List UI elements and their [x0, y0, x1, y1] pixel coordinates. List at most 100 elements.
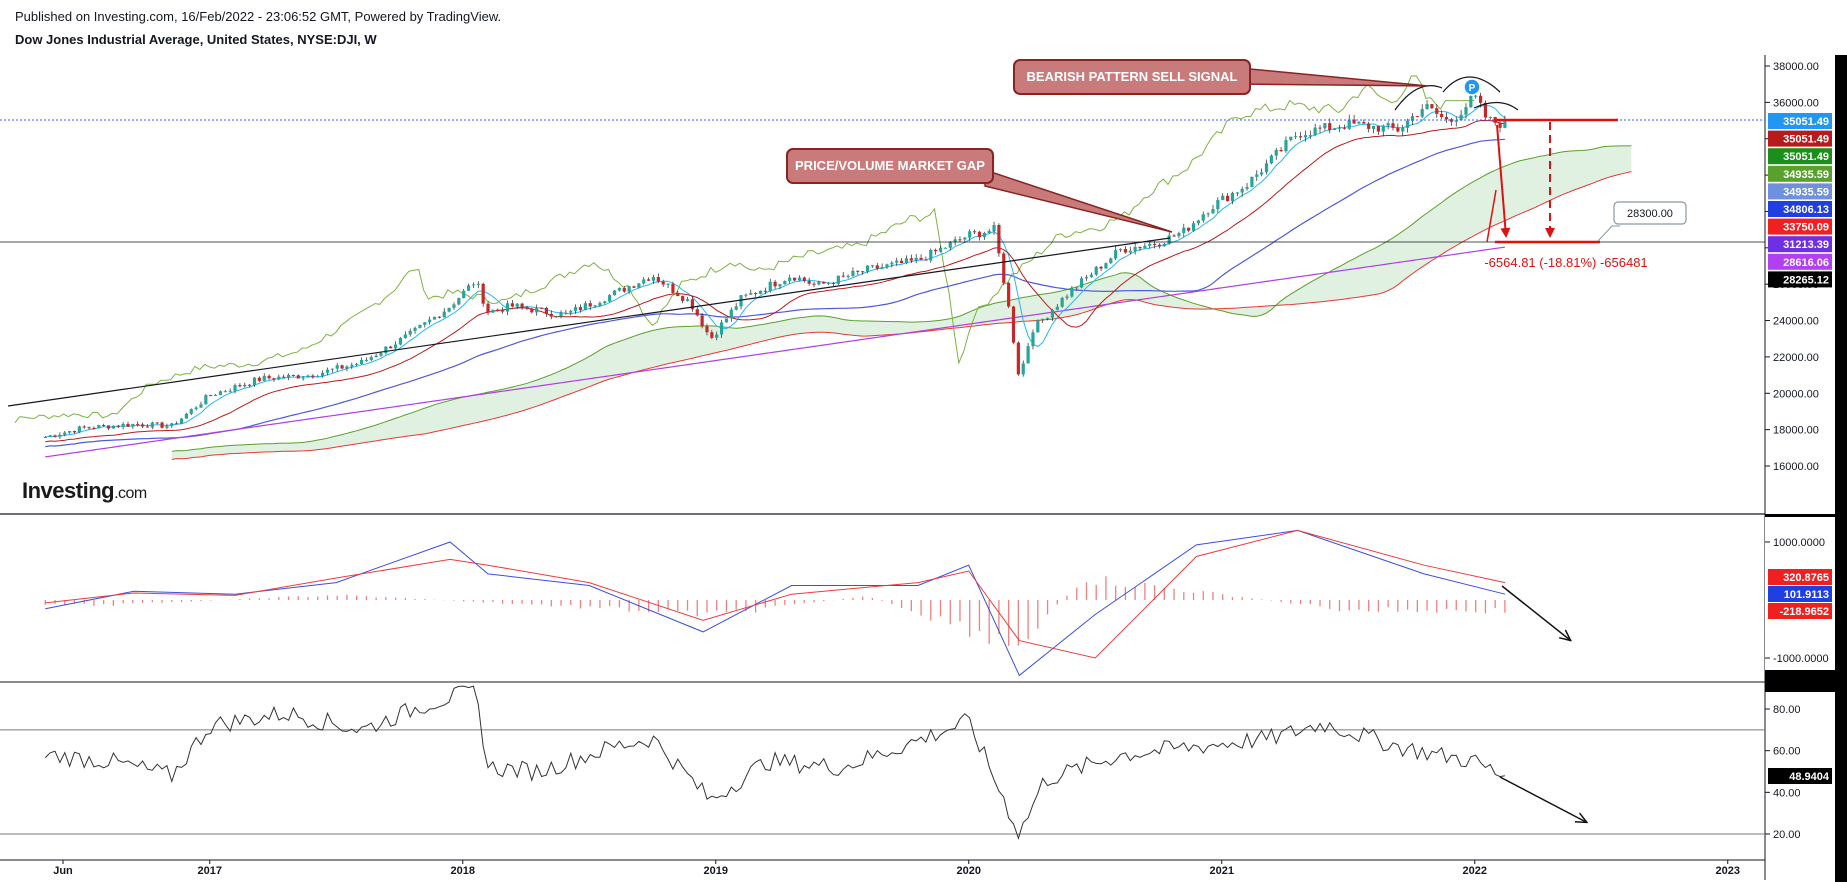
- candle: [316, 374, 320, 378]
- candle: [1415, 115, 1419, 118]
- candle: [1230, 191, 1235, 205]
- candle: [432, 316, 437, 320]
- time-tick-label: 2020: [956, 865, 980, 877]
- candle-body: [822, 281, 826, 284]
- candle: [914, 254, 918, 264]
- price-badge: [1768, 165, 1832, 182]
- candle: [145, 424, 150, 428]
- candle: [1138, 246, 1142, 252]
- conversion-line: [45, 105, 1506, 438]
- candle-body: [1148, 243, 1152, 246]
- chart-header: Published on Investing.com, 16/Feb/2022 …: [15, 9, 1515, 47]
- p-marker[interactable]: [1463, 78, 1481, 96]
- candle: [1396, 123, 1400, 133]
- candle: [1041, 318, 1045, 323]
- candle: [1493, 116, 1497, 126]
- candle: [306, 374, 310, 378]
- candle: [403, 331, 407, 339]
- candle: [1245, 182, 1249, 191]
- candle: [987, 228, 991, 234]
- candle-body: [466, 285, 471, 291]
- price-tick-label: 20000.00: [1773, 388, 1819, 400]
- candle-body: [1221, 195, 1225, 201]
- candle-body: [257, 377, 261, 381]
- price-tick-label: 36000.00: [1773, 97, 1819, 109]
- candle-body: [1187, 227, 1191, 231]
- candle-body: [1055, 306, 1059, 310]
- candle-body: [379, 353, 383, 356]
- candle-body: [909, 258, 913, 261]
- candle-body: [593, 305, 597, 307]
- candle-body: [651, 277, 656, 281]
- candle-body: [243, 384, 247, 387]
- candle: [1401, 124, 1405, 137]
- candle: [126, 421, 130, 428]
- candle: [262, 373, 266, 382]
- macd-tick-label: 1000.0000: [1773, 537, 1825, 549]
- candle-body: [997, 224, 1001, 254]
- candle-body: [1094, 266, 1098, 275]
- candle: [802, 276, 806, 283]
- candle: [1225, 193, 1230, 202]
- price-badge-label: 28265.12: [1783, 274, 1829, 286]
- candle: [817, 280, 821, 286]
- candle: [598, 301, 602, 307]
- candle: [938, 245, 943, 253]
- candle-body: [364, 359, 369, 361]
- candle-body: [1255, 174, 1259, 177]
- candle: [48, 434, 52, 438]
- candle-body: [1376, 125, 1381, 132]
- candle-body: [1235, 192, 1239, 194]
- target-label-box[interactable]: [1613, 201, 1687, 225]
- decline-arrow: [1496, 124, 1511, 238]
- candle: [393, 341, 398, 351]
- candle-body: [1021, 363, 1025, 375]
- candle: [179, 417, 184, 425]
- candle: [1284, 136, 1288, 153]
- candle: [1128, 246, 1132, 255]
- price-badge-label: 35051.49: [1783, 151, 1829, 163]
- price-tick-label: 24000.00: [1773, 316, 1819, 328]
- candle-body: [136, 423, 140, 425]
- candle-body: [408, 330, 412, 335]
- candle: [827, 282, 831, 286]
- candle-body: [428, 319, 432, 323]
- candle: [413, 326, 417, 334]
- candle: [1371, 125, 1376, 134]
- candle-body: [194, 407, 198, 410]
- macd-signal-line: [45, 529, 1506, 659]
- candle: [919, 254, 923, 261]
- candle-body: [1230, 192, 1235, 202]
- price-badge: [1768, 148, 1832, 165]
- candle-body: [272, 378, 276, 380]
- candle: [243, 382, 247, 388]
- candle-body: [700, 315, 704, 327]
- candle-body: [155, 422, 159, 424]
- candle: [1026, 343, 1030, 364]
- candle: [491, 309, 495, 314]
- candle: [792, 277, 797, 282]
- candle: [486, 301, 490, 316]
- bearish-callout-box[interactable]: [1013, 59, 1251, 95]
- candle-body: [564, 312, 568, 314]
- gap-callout-box[interactable]: [786, 148, 994, 184]
- candle: [1104, 262, 1108, 269]
- candle: [1050, 308, 1055, 322]
- candle-body: [1308, 135, 1312, 137]
- candle-body: [544, 307, 549, 314]
- candle: [890, 261, 894, 268]
- candle-body: [846, 275, 850, 277]
- candle-body: [1454, 120, 1458, 122]
- candle: [807, 277, 811, 286]
- candle-body: [476, 283, 480, 285]
- candle: [768, 278, 772, 293]
- candle-body: [1060, 297, 1064, 307]
- candle: [350, 362, 354, 370]
- candle: [170, 422, 174, 428]
- candle: [389, 345, 393, 349]
- candle: [1031, 329, 1035, 350]
- candle-body: [184, 413, 188, 419]
- candle: [447, 307, 451, 313]
- candle: [1201, 211, 1205, 223]
